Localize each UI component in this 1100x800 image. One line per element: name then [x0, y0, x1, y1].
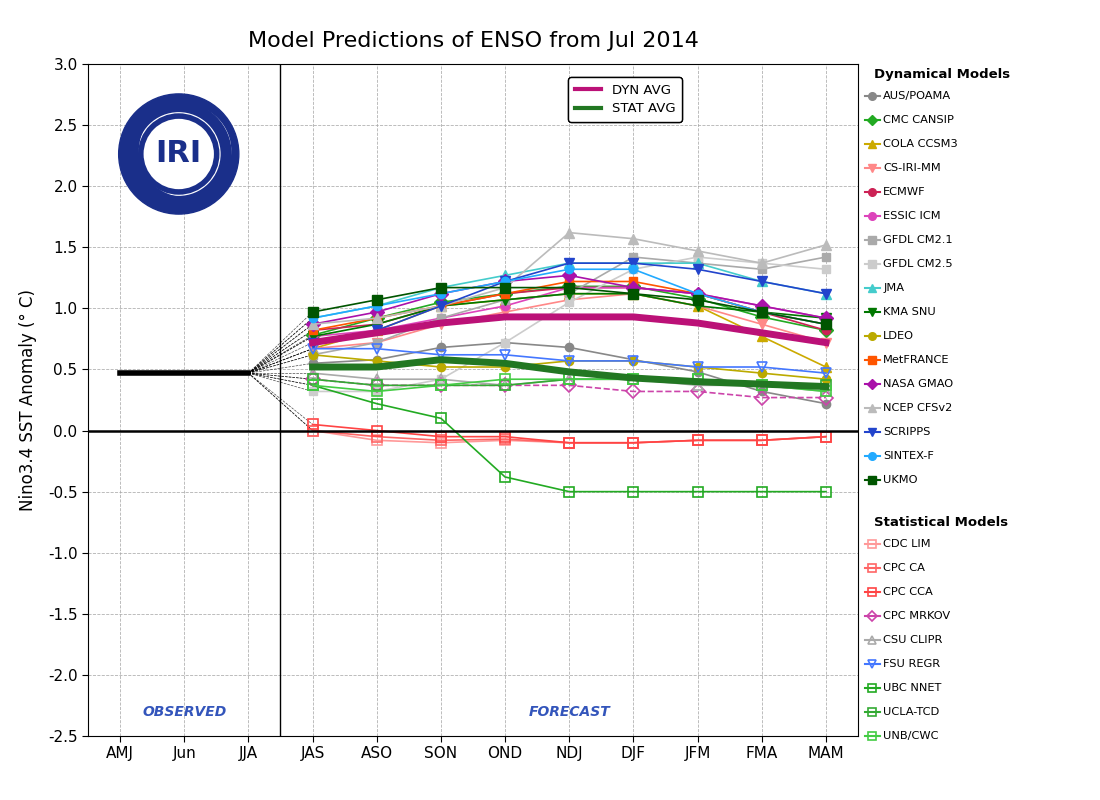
Circle shape — [119, 94, 239, 214]
Text: UKMO: UKMO — [883, 475, 917, 485]
Text: MetFRANCE: MetFRANCE — [883, 355, 949, 365]
Text: FSU REGR: FSU REGR — [883, 659, 940, 669]
Text: KMA SNU: KMA SNU — [883, 307, 936, 317]
Text: NASA GMAO: NASA GMAO — [883, 379, 954, 389]
Text: CS-IRI-MM: CS-IRI-MM — [883, 163, 942, 173]
Text: IRI: IRI — [155, 139, 202, 169]
Y-axis label: Nino3.4 SST Anomaly (° C): Nino3.4 SST Anomaly (° C) — [19, 289, 36, 511]
Text: JMA: JMA — [883, 283, 904, 293]
Text: CSU CLIPR: CSU CLIPR — [883, 635, 943, 645]
Text: SINTEX-F: SINTEX-F — [883, 451, 934, 461]
Text: GFDL CM2.1: GFDL CM2.1 — [883, 235, 953, 245]
Text: Statistical Models: Statistical Models — [874, 516, 1009, 529]
Text: UCLA-TCD: UCLA-TCD — [883, 707, 939, 717]
Text: Dynamical Models: Dynamical Models — [874, 68, 1011, 81]
Text: CDC LIM: CDC LIM — [883, 539, 931, 549]
Text: UNB/CWC: UNB/CWC — [883, 731, 938, 741]
Circle shape — [140, 106, 231, 196]
Text: SCRIPPS: SCRIPPS — [883, 427, 931, 437]
Text: GFDL CM2.5: GFDL CM2.5 — [883, 259, 953, 269]
Text: ESSIC ICM: ESSIC ICM — [883, 211, 940, 221]
Text: CPC CCA: CPC CCA — [883, 587, 933, 597]
Text: CPC CA: CPC CA — [883, 563, 925, 573]
Text: AUS/POAMA: AUS/POAMA — [883, 91, 952, 101]
Text: OBSERVED: OBSERVED — [142, 705, 227, 718]
Text: ECMWF: ECMWF — [883, 187, 926, 197]
Legend: DYN AVG, STAT AVG: DYN AVG, STAT AVG — [569, 78, 682, 122]
Text: NCEP CFSv2: NCEP CFSv2 — [883, 403, 953, 413]
Title: Model Predictions of ENSO from Jul 2014: Model Predictions of ENSO from Jul 2014 — [248, 31, 698, 51]
Text: LDEO: LDEO — [883, 331, 914, 341]
Circle shape — [144, 119, 213, 189]
Text: UBC NNET: UBC NNET — [883, 683, 942, 693]
Text: COLA CCSM3: COLA CCSM3 — [883, 139, 958, 149]
Text: CPC MRKOV: CPC MRKOV — [883, 611, 950, 621]
Text: FORECAST: FORECAST — [528, 705, 611, 718]
Text: CMC CANSIP: CMC CANSIP — [883, 115, 954, 125]
